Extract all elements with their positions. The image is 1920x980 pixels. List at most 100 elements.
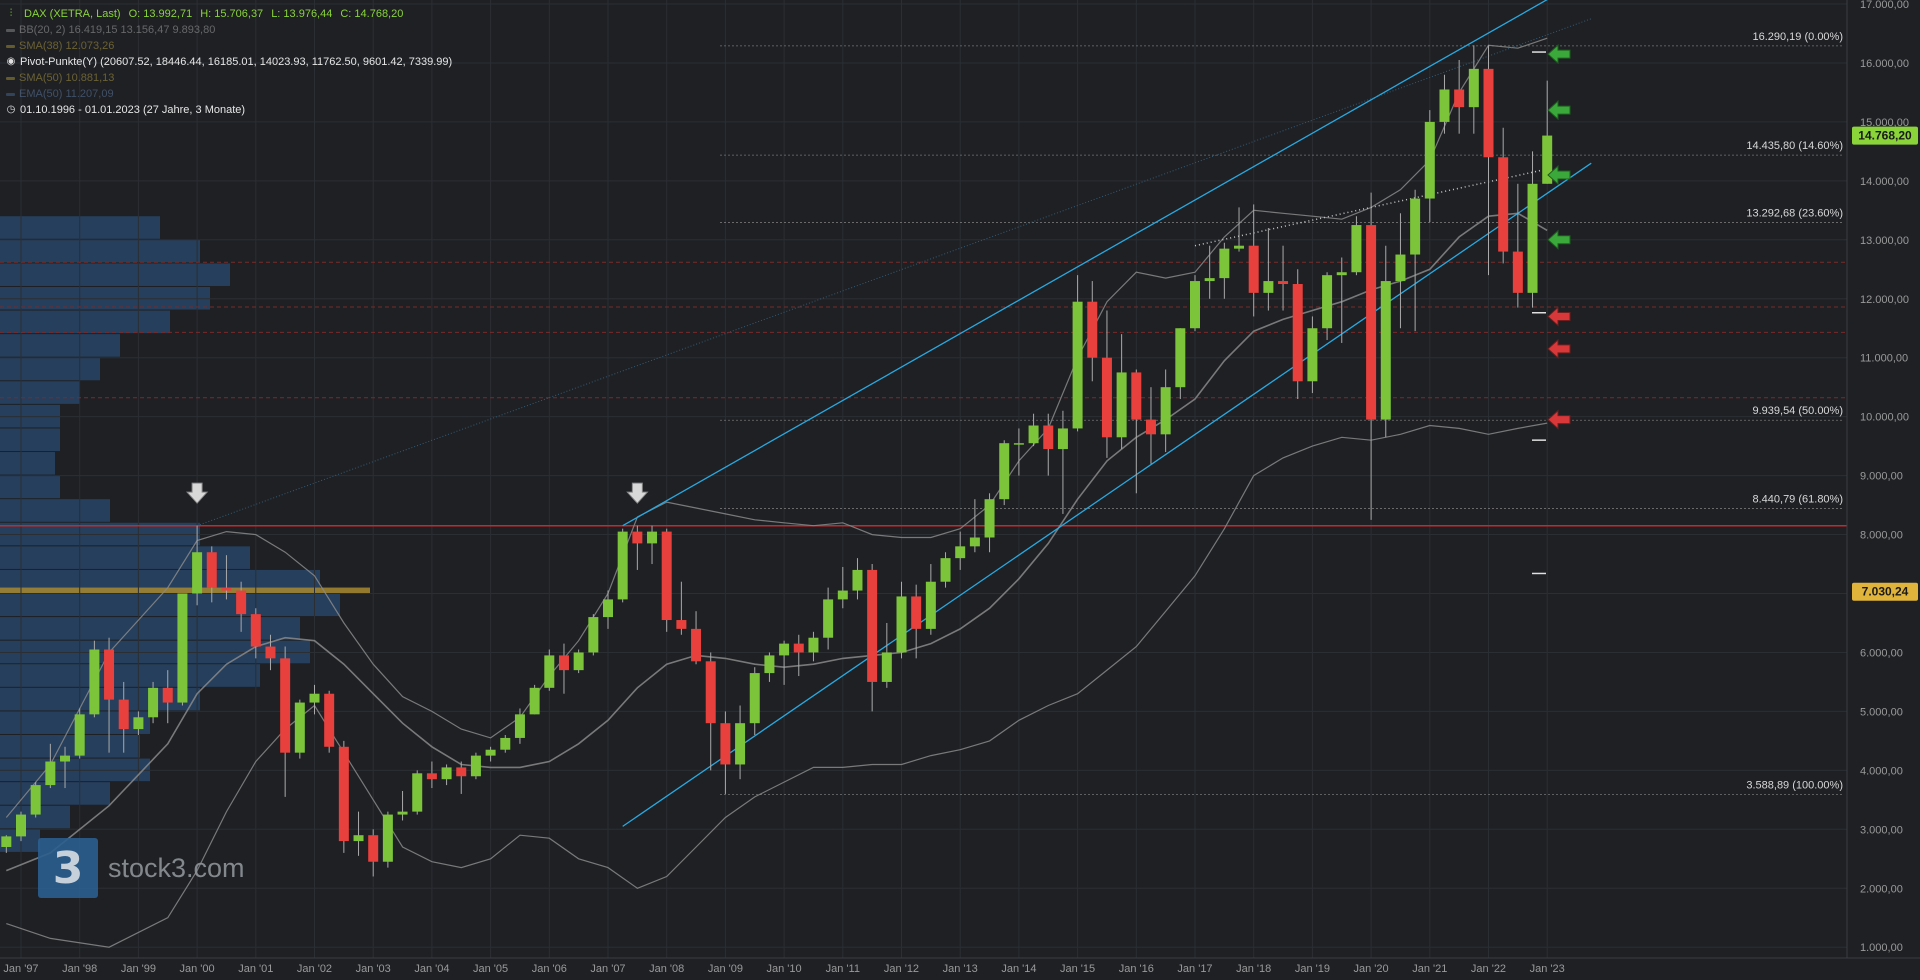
y-tick-label: 16.000,00 [1860,58,1909,70]
sma50-swatch-icon [6,76,15,80]
candle-down [104,649,115,700]
channel-upper [622,0,1548,527]
volume-profile-bar [0,381,80,404]
candle-up [999,443,1010,500]
candle-up [1439,89,1450,122]
candle-up [1468,68,1479,108]
candle-down [676,620,687,629]
ema50-swatch-icon [6,92,15,96]
candle-up [603,599,613,618]
green-arrow-icon [1547,43,1571,65]
legend-pivot[interactable]: ◉ Pivot-Punkte(Y) (20607.52, 18446.44, 1… [6,54,453,70]
level-text: 7.030,24 [1862,585,1909,599]
candle-up [309,693,320,703]
candle-down [338,746,349,842]
grid [0,0,1847,958]
legend-ema50-text: EMA(50) 11.207,09 [19,88,114,100]
candle-down [1101,357,1112,438]
candle-up [617,531,628,600]
legend-sma38[interactable]: SMA(38) 12.073,26 [6,38,452,54]
y-tick-label: 17.000,00 [1860,0,1909,11]
candle-down [911,596,922,629]
candle-down [1087,301,1098,358]
candle-up [969,537,980,547]
volume-profile-bar [0,428,60,452]
legend-range[interactable]: ◷ 01.10.1996 - 01.01.2023 (27 Jahre, 3 M… [6,102,452,118]
candle-up [353,835,364,842]
candle-up [485,749,496,756]
channel-lower [622,162,1592,827]
candle-up [852,569,863,591]
candle-up [749,673,760,724]
red-arrow-icon [1547,338,1571,359]
x-tick-label: Jan '10 [767,963,802,975]
fib-label: 13.292,68 (23.60%) [1746,208,1843,220]
candle-down [867,569,878,682]
candle-down [793,643,804,653]
x-tick-label: Jan '02 [297,963,332,975]
stock3-logo-icon: 3 [38,838,98,898]
candle-up [1028,425,1039,444]
y-tick-label: 1.000,00 [1860,942,1903,954]
candle-down [1043,425,1054,450]
down-arrow-icon [185,482,209,504]
x-tick-label: Jan '08 [649,963,684,975]
candle-up [647,531,658,544]
bb-swatch-icon [6,28,15,32]
candle-down [426,773,437,780]
candle-up [133,717,144,730]
legend-sma50[interactable]: SMA(50) 10.881,13 [6,70,452,86]
candle-down [1248,245,1259,293]
candle-up [500,737,511,750]
candle-up [74,714,85,756]
candle-up [441,767,452,780]
candle-up [1160,387,1171,435]
candle-down [558,655,569,671]
candle-up [573,652,584,671]
candle-up [60,755,71,762]
candle-up [544,655,555,688]
legend-ema50[interactable]: EMA(50) 11.207,09 [6,86,452,102]
candle-up [1395,254,1406,282]
legend-low: L: 13.976,44 [271,8,333,20]
candle-down [720,723,731,765]
candle-up [1234,245,1245,249]
x-tick-label: Jan '12 [884,963,919,975]
legend-bb-text: BB(20, 2) 16.419,15 13.156,47 9.893,80 [19,24,216,36]
candle-down [456,767,467,777]
candle-up [588,617,599,653]
volume-profile-bar [0,334,120,357]
candle-up [1057,428,1068,450]
candles [1,45,1553,877]
candle-up [1307,328,1318,382]
candle-up [16,814,26,837]
red-arrow-icon [1547,306,1571,327]
x-tick-label: Jan '99 [121,963,156,975]
legend-instrument: DAX (XETRA, Last) [24,8,121,20]
candle-up [1013,443,1024,445]
legend-sma50-text: SMA(50) 10.881,13 [19,72,115,84]
candle-up [30,785,41,815]
candle-up [1,836,12,847]
legend-ohlc[interactable]: ⫶ DAX (XETRA, Last) O: 13.992,71 H: 15.7… [6,6,452,22]
candle-down [236,590,247,615]
y-tick-label: 11.000,00 [1860,353,1908,365]
y-tick-label: 2.000,00 [1860,883,1903,895]
y-tick-label: 15.000,00 [1860,117,1909,129]
poc-bar [0,587,370,594]
green-arrow-icon [1547,229,1571,250]
candle-down [1483,68,1494,158]
x-tick-label: Jan '07 [590,963,625,975]
candle-up [192,552,203,594]
candle-up [764,655,775,674]
green-arrow-icon [1547,164,1571,186]
candle-up [470,755,481,777]
legend-bb[interactable]: BB(20, 2) 16.419,15 13.156,47 9.893,80 [6,22,452,38]
x-tick-label: Jan '01 [238,963,273,975]
volume-profile-bar [0,782,110,805]
y-tick-label: 5.000,00 [1860,706,1903,718]
candle-up [514,714,525,738]
red-arrow-icon [1547,409,1571,430]
candle-up [1380,281,1391,420]
